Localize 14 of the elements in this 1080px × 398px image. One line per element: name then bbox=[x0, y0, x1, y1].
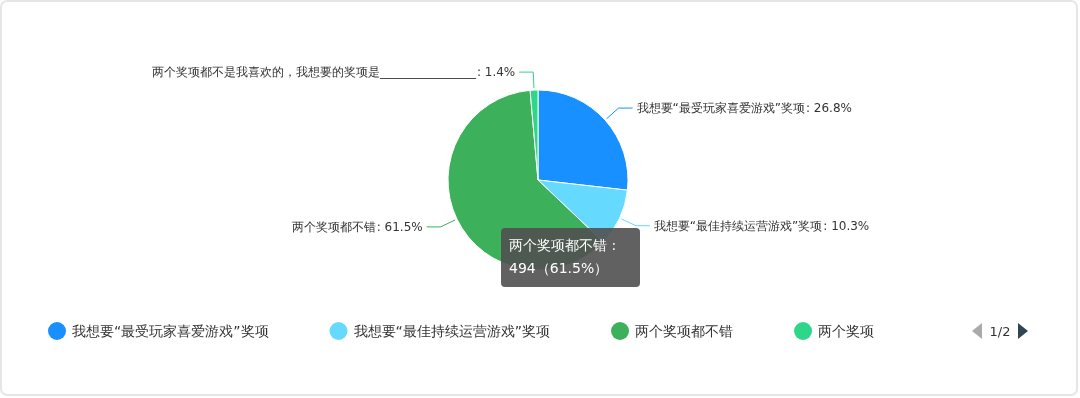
data-label: : 26.8% bbox=[806, 101, 852, 116]
tooltip: 两个奖项都不错 : 494（61.5%） bbox=[501, 228, 640, 287]
legend-label: 我想要“最受玩家喜爱游戏”奖项 bbox=[72, 323, 269, 339]
data-label: : 10.3% bbox=[823, 218, 870, 233]
slice-label: 我想要“最受玩家喜爱游戏”奖项 bbox=[636, 101, 805, 116]
legend-label: 两个奖项都不错 bbox=[635, 323, 734, 339]
slice-label: 两个奖项都不错 bbox=[291, 219, 376, 234]
legend: 我想要“最受玩家喜爱游戏”奖项 我想要“最佳持续运营游戏”奖项 两个奖项都不错 两个奖项 bbox=[48, 322, 875, 340]
data-label: : 61.5% bbox=[376, 219, 423, 234]
slice-label: 我想要“最佳持续运营游戏”奖项 bbox=[653, 218, 823, 233]
text: 1/2 bbox=[989, 324, 1011, 339]
data-label: : 1.4% bbox=[476, 65, 516, 80]
legend-label: 我想要“最佳持续运营游戏”奖项 bbox=[353, 323, 551, 339]
slice-label: 两个奖项都不是我喜欢的，我想要的奖项是________________ bbox=[151, 65, 477, 80]
